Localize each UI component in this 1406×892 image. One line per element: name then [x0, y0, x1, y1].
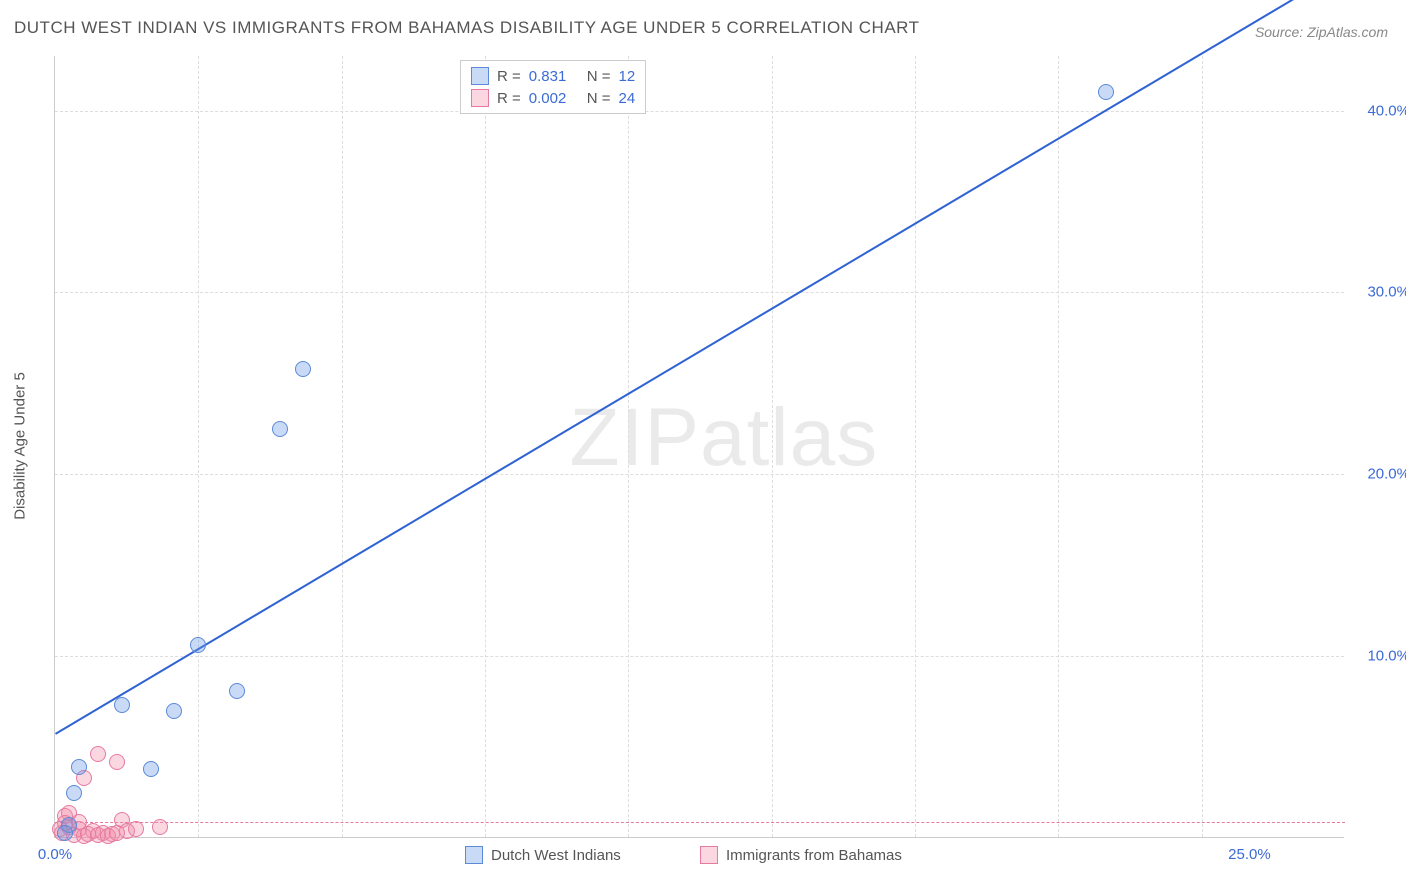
legend-series-label: Dutch West Indians: [491, 847, 621, 864]
legend-r-value: 0.831: [529, 68, 579, 85]
marker-dutch: [66, 785, 82, 801]
legend-series-dutch: Dutch West Indians: [465, 846, 621, 864]
marker-dutch: [229, 683, 245, 699]
gridline-vertical: [1202, 56, 1203, 837]
legend-r-label: R =: [497, 90, 521, 107]
marker-bahamas: [109, 825, 125, 841]
legend-swatch: [471, 89, 489, 107]
marker-dutch: [143, 761, 159, 777]
legend-r-value: 0.002: [529, 90, 579, 107]
marker-dutch: [190, 637, 206, 653]
gridline-horizontal: [55, 292, 1344, 293]
source-prefix: Source:: [1255, 24, 1307, 40]
marker-bahamas: [128, 821, 144, 837]
y-tick-label: 20.0%: [1367, 466, 1406, 483]
watermark: ZIPatlas: [569, 391, 878, 485]
marker-dutch: [272, 421, 288, 437]
legend-correlation: R = 0.831 N = 12 R = 0.002 N = 24: [460, 60, 646, 114]
gridline-vertical: [198, 56, 199, 837]
legend-n-value: 12: [619, 68, 636, 85]
chart-title: DUTCH WEST INDIAN VS IMMIGRANTS FROM BAH…: [14, 18, 920, 38]
marker-bahamas: [152, 819, 168, 835]
gridline-vertical: [628, 56, 629, 837]
marker-dutch: [71, 759, 87, 775]
gridline-horizontal: [55, 111, 1344, 112]
y-tick-label: 10.0%: [1367, 648, 1406, 665]
legend-series-label: Immigrants from Bahamas: [726, 847, 902, 864]
marker-dutch: [1098, 84, 1114, 100]
legend-r-label: R =: [497, 68, 521, 85]
legend-n-label: N =: [587, 90, 611, 107]
marker-dutch: [166, 703, 182, 719]
legend-row: R = 0.002 N = 24: [471, 87, 635, 109]
marker-dutch: [114, 697, 130, 713]
marker-bahamas: [109, 754, 125, 770]
legend-swatch: [465, 846, 483, 864]
chart-container: DUTCH WEST INDIAN VS IMMIGRANTS FROM BAH…: [0, 0, 1406, 892]
legend-swatch: [471, 67, 489, 85]
gridline-horizontal: [55, 656, 1344, 657]
legend-series-bahamas: Immigrants from Bahamas: [700, 846, 902, 864]
gridline-vertical: [915, 56, 916, 837]
plot-area: ZIPatlas 10.0%20.0%30.0%40.0%0.0%25.0%: [54, 56, 1344, 838]
x-tick-label: 25.0%: [1228, 846, 1271, 863]
marker-bahamas: [90, 746, 106, 762]
legend-swatch: [700, 846, 718, 864]
gridline-vertical: [772, 56, 773, 837]
x-tick-label: 0.0%: [38, 846, 72, 863]
source-link[interactable]: ZipAtlas.com: [1307, 24, 1388, 40]
legend-n-label: N =: [587, 68, 611, 85]
source-attribution: Source: ZipAtlas.com: [1255, 24, 1388, 40]
y-tick-label: 30.0%: [1367, 284, 1406, 301]
y-axis-label: Disability Age Under 5: [12, 372, 29, 520]
gridline-vertical: [485, 56, 486, 837]
gridline-horizontal: [55, 474, 1344, 475]
marker-dutch: [57, 825, 73, 841]
legend-row: R = 0.831 N = 12: [471, 65, 635, 87]
y-tick-label: 40.0%: [1367, 102, 1406, 119]
legend-n-value: 24: [619, 90, 636, 107]
gridline-vertical: [342, 56, 343, 837]
trend-line: [55, 822, 1345, 823]
marker-dutch: [295, 361, 311, 377]
gridline-vertical: [1058, 56, 1059, 837]
